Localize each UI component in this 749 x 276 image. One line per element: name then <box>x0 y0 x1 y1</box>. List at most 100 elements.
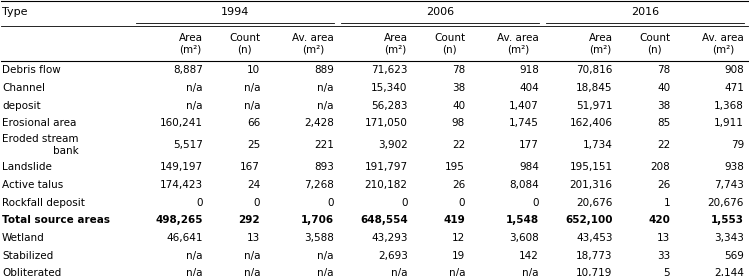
Text: Active talus: Active talus <box>2 180 64 190</box>
Text: 0: 0 <box>196 198 203 208</box>
Text: 162,406: 162,406 <box>570 118 613 128</box>
Text: Wetland: Wetland <box>2 233 45 243</box>
Text: 15,340: 15,340 <box>372 83 407 93</box>
Text: 0: 0 <box>458 198 465 208</box>
Text: 404: 404 <box>519 83 539 93</box>
Text: 652,100: 652,100 <box>565 215 613 225</box>
Text: n/a: n/a <box>187 83 203 93</box>
Text: 1,407: 1,407 <box>509 100 539 111</box>
Text: 1: 1 <box>664 198 670 208</box>
Text: 984: 984 <box>519 162 539 172</box>
Text: Total source areas: Total source areas <box>2 215 110 225</box>
Text: Av. area
(m²): Av. area (m²) <box>497 33 539 54</box>
Text: 70,816: 70,816 <box>576 65 613 75</box>
Text: 221: 221 <box>314 140 334 150</box>
Text: n/a: n/a <box>318 100 334 111</box>
Text: n/a: n/a <box>318 251 334 261</box>
Text: 78: 78 <box>657 65 670 75</box>
Text: n/a: n/a <box>243 268 260 276</box>
Text: 420: 420 <box>648 215 670 225</box>
Text: 10,719: 10,719 <box>576 268 613 276</box>
Text: 908: 908 <box>724 65 744 75</box>
Text: 25: 25 <box>247 140 260 150</box>
Text: 38: 38 <box>657 100 670 111</box>
Text: deposit: deposit <box>2 100 40 111</box>
Text: 8,887: 8,887 <box>173 65 203 75</box>
Text: 43,453: 43,453 <box>576 233 613 243</box>
Text: 1,368: 1,368 <box>714 100 744 111</box>
Text: 8,084: 8,084 <box>509 180 539 190</box>
Text: 918: 918 <box>519 65 539 75</box>
Text: 22: 22 <box>657 140 670 150</box>
Text: 51,971: 51,971 <box>576 100 613 111</box>
Text: 142: 142 <box>519 251 539 261</box>
Text: Av. area
(m²): Av. area (m²) <box>292 33 334 54</box>
Text: 26: 26 <box>452 180 465 190</box>
Text: Eroded stream
bank: Eroded stream bank <box>2 134 79 156</box>
Text: 33: 33 <box>657 251 670 261</box>
Text: 0: 0 <box>401 198 407 208</box>
Text: Stabilized: Stabilized <box>2 251 53 261</box>
Text: 167: 167 <box>240 162 260 172</box>
Text: 471: 471 <box>724 83 744 93</box>
Text: 195: 195 <box>445 162 465 172</box>
Text: 43,293: 43,293 <box>372 233 407 243</box>
Text: Channel: Channel <box>2 83 45 93</box>
Text: Area
(m²): Area (m²) <box>179 33 203 54</box>
Text: 210,182: 210,182 <box>365 180 407 190</box>
Text: 3,608: 3,608 <box>509 233 539 243</box>
Text: Type: Type <box>2 7 28 17</box>
Text: 195,151: 195,151 <box>569 162 613 172</box>
Text: n/a: n/a <box>187 100 203 111</box>
Text: 1,553: 1,553 <box>711 215 744 225</box>
Text: 1,911: 1,911 <box>714 118 744 128</box>
Text: 648,554: 648,554 <box>360 215 407 225</box>
Text: n/a: n/a <box>243 83 260 93</box>
Text: 3,588: 3,588 <box>304 233 334 243</box>
Text: 569: 569 <box>724 251 744 261</box>
Text: n/a: n/a <box>449 268 465 276</box>
Text: 66: 66 <box>247 118 260 128</box>
Text: Erosional area: Erosional area <box>2 118 76 128</box>
Text: 2,428: 2,428 <box>304 118 334 128</box>
Text: 7,743: 7,743 <box>714 180 744 190</box>
Text: 160,241: 160,241 <box>160 118 203 128</box>
Text: 22: 22 <box>452 140 465 150</box>
Text: 40: 40 <box>657 83 670 93</box>
Text: 2,693: 2,693 <box>377 251 407 261</box>
Text: n/a: n/a <box>391 268 407 276</box>
Text: 2016: 2016 <box>631 7 659 17</box>
Text: 201,316: 201,316 <box>570 180 613 190</box>
Text: 12: 12 <box>452 233 465 243</box>
Text: 98: 98 <box>452 118 465 128</box>
Text: 20,676: 20,676 <box>576 198 613 208</box>
Text: 2,144: 2,144 <box>714 268 744 276</box>
Text: n/a: n/a <box>243 251 260 261</box>
Text: 1,548: 1,548 <box>506 215 539 225</box>
Text: Av. area
(m²): Av. area (m²) <box>702 33 744 54</box>
Text: 0: 0 <box>327 198 334 208</box>
Text: 3,902: 3,902 <box>378 140 407 150</box>
Text: 79: 79 <box>730 140 744 150</box>
Text: 1,734: 1,734 <box>583 140 613 150</box>
Text: 3,343: 3,343 <box>714 233 744 243</box>
Text: Landslide: Landslide <box>2 162 52 172</box>
Text: 1,706: 1,706 <box>301 215 334 225</box>
Text: 0: 0 <box>533 198 539 208</box>
Text: 78: 78 <box>452 65 465 75</box>
Text: Count
(n): Count (n) <box>639 33 670 54</box>
Text: 56,283: 56,283 <box>372 100 407 111</box>
Text: 13: 13 <box>247 233 260 243</box>
Text: Area
(m²): Area (m²) <box>589 33 613 54</box>
Text: Count
(n): Count (n) <box>434 33 465 54</box>
Text: 419: 419 <box>443 215 465 225</box>
Text: 85: 85 <box>657 118 670 128</box>
Text: 292: 292 <box>238 215 260 225</box>
Text: n/a: n/a <box>522 268 539 276</box>
Text: 938: 938 <box>724 162 744 172</box>
Text: n/a: n/a <box>318 268 334 276</box>
Text: Rockfall deposit: Rockfall deposit <box>2 198 85 208</box>
Text: 498,265: 498,265 <box>155 215 203 225</box>
Text: 191,797: 191,797 <box>365 162 407 172</box>
Text: 71,623: 71,623 <box>372 65 407 75</box>
